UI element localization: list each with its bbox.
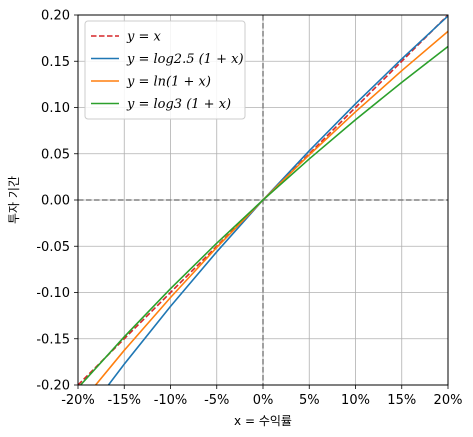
x-tick-label-7: 15% [387,393,416,408]
series-line-3 [79,45,448,385]
legend-box [84,20,246,120]
x-tick-label-2: -10% [154,393,188,408]
legend-label-1: y = log2.5 (1 + x) [126,52,244,67]
x-tick-label-5: 5% [299,393,320,408]
legend-label-3: y = log3 (1 + x) [126,97,231,112]
y-tick-label-4: 0.00 [41,194,70,209]
y-tick-label-2: -0.10 [36,286,70,301]
x-tick-label-4: 0% [253,393,274,408]
x-tick-label-3: -5% [204,393,229,408]
legend-label-2: y = ln(1 + x) [126,75,211,90]
legend: y = x y = log2.5 (1 + x) y = ln(1 + x) y = … [84,20,246,120]
y-tick-label-6: 0.10 [41,101,70,116]
series-lines [78,15,448,385]
y-tick-label-8: 0.20 [41,9,70,24]
y-ticks: -0.20 -0.15 -0.10 -0.05 0.00 0.05 0.10 0.15 0.20 [36,9,78,394]
x-axis-label: x = 수익률 [234,414,292,428]
x-tick-label-8: 20% [434,393,463,408]
y-tick-label-5: 0.05 [41,147,70,162]
series-line-0 [78,15,448,385]
x-ticks: -20% -15% -10% -5% 0% 5% 10% 15% 20% [61,385,462,408]
y-tick-label-7: 0.15 [41,55,70,70]
x-tick-label-0: -20% [61,393,95,408]
y-tick-label-1: -0.15 [36,332,70,347]
y-axis-label: 투자 기간 [7,176,21,224]
y-tick-label-0: -0.20 [36,379,70,394]
y-tick-label-3: -0.05 [36,240,70,255]
x-tick-label-6: 10% [341,393,370,408]
legend-label-0: y = x [126,30,162,45]
x-tick-label-1: -15% [107,393,141,408]
